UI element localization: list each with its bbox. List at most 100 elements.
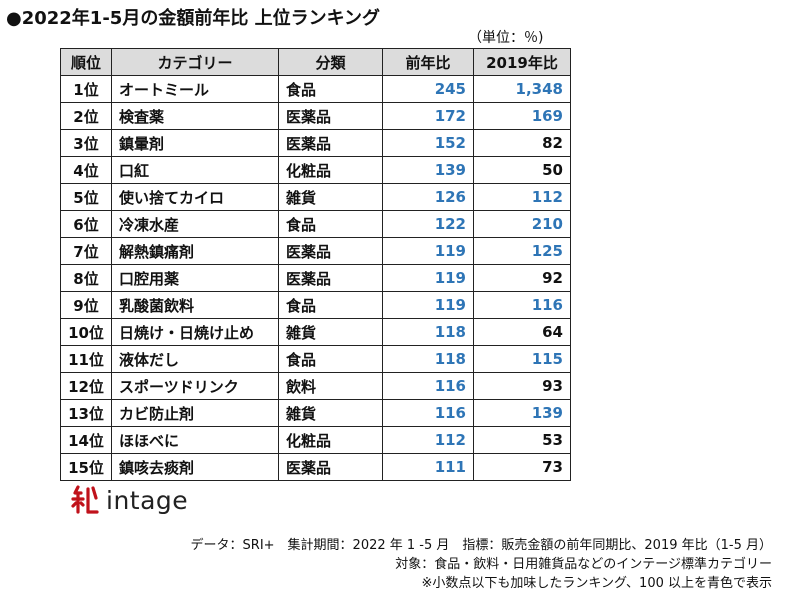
cell-category: 液体だし (111, 345, 279, 373)
cell-yoy: 119 (382, 291, 474, 319)
cell-type: 雑貨 (278, 183, 383, 211)
cell-category: 口紅 (111, 156, 279, 184)
table-row: 7位 解熱鎮痛剤 医薬品 119 125 (60, 237, 571, 265)
page-title: ●2022年1-5月の金額前年比 上位ランキング (6, 8, 381, 29)
cell-category: ほほべに (111, 426, 279, 454)
cell-category: 乳酸菌飲料 (111, 291, 279, 319)
cell-vs2019: 125 (473, 237, 571, 265)
cell-vs2019: 92 (473, 264, 571, 292)
footnote-target: 対象：食品・飲料・日用雑貨品などのインテージ標準カテゴリー (395, 557, 772, 572)
cell-rank: 1位 (60, 75, 112, 103)
cell-vs2019: 210 (473, 210, 571, 238)
table-row: 13位 カビ防止剤 雑貨 116 139 (60, 399, 571, 427)
table-header-row: 順位 カテゴリー 分類 前年比 2019年比 (60, 48, 571, 76)
table-row: 8位 口腔用薬 医薬品 119 92 (60, 264, 571, 292)
cell-vs2019: 50 (473, 156, 571, 184)
cell-rank: 12位 (60, 372, 112, 400)
cell-rank: 7位 (60, 237, 112, 265)
table-row: 14位 ほほべに 化粧品 112 53 (60, 426, 571, 454)
cell-vs2019: 115 (473, 345, 571, 373)
cell-yoy: 118 (382, 318, 474, 346)
cell-vs2019: 1,348 (473, 75, 571, 103)
table-row: 12位 スポーツドリンク 飲料 116 93 (60, 372, 571, 400)
cell-category: スポーツドリンク (111, 372, 279, 400)
cell-type: 医薬品 (278, 102, 383, 130)
table-body: 1位 オートミール 食品 245 1,348 2位 検査薬 医薬品 172 169 3位 鎮暈剤 医薬品… (60, 75, 571, 481)
cell-type: 雑貨 (278, 399, 383, 427)
cell-rank: 6位 (60, 210, 112, 238)
cell-type: 飲料 (278, 372, 383, 400)
cell-vs2019: 82 (473, 129, 571, 157)
cell-rank: 15位 (60, 453, 112, 481)
cell-rank: 14位 (60, 426, 112, 454)
unit-label: （単位：％) (468, 30, 544, 46)
cell-category: 解熱鎮痛剤 (111, 237, 279, 265)
header-yoy: 前年比 (382, 48, 474, 76)
footnote-source: データ：SRI+ 集計期間：2022 年 1 -5 月 指標：販売金額の前年同期… (190, 538, 772, 553)
cell-yoy: 172 (382, 102, 474, 130)
table-row: 11位 液体だし 食品 118 115 (60, 345, 571, 373)
table-row: 2位 検査薬 医薬品 172 169 (60, 102, 571, 130)
table-row: 9位 乳酸菌飲料 食品 119 116 (60, 291, 571, 319)
cell-rank: 13位 (60, 399, 112, 427)
footnote-remark: ※小数点以下も加味したランキング、100 以上を青色で表示 (421, 576, 772, 591)
cell-category: 冷凍水産 (111, 210, 279, 238)
cell-vs2019: 53 (473, 426, 571, 454)
table-row: 15位 鎮咳去痰剤 医薬品 111 73 (60, 453, 571, 481)
cell-rank: 5位 (60, 183, 112, 211)
cell-yoy: 112 (382, 426, 474, 454)
cell-type: 化粧品 (278, 156, 383, 184)
cell-category: 鎮暈剤 (111, 129, 279, 157)
cell-yoy: 118 (382, 345, 474, 373)
cell-type: 医薬品 (278, 264, 383, 292)
cell-category: 日焼け・日焼け止め (111, 318, 279, 346)
table-row: 5位 使い捨てカイロ 雑貨 126 112 (60, 183, 571, 211)
cell-yoy: 119 (382, 237, 474, 265)
table-row: 1位 オートミール 食品 245 1,348 (60, 75, 571, 103)
cell-yoy: 119 (382, 264, 474, 292)
cell-yoy: 126 (382, 183, 474, 211)
cell-category: 口腔用薬 (111, 264, 279, 292)
cell-yoy: 139 (382, 156, 474, 184)
cell-category: カビ防止剤 (111, 399, 279, 427)
header-rank: 順位 (60, 48, 112, 76)
cell-yoy: 245 (382, 75, 474, 103)
intage-logo: intage (70, 484, 188, 516)
cell-yoy: 122 (382, 210, 474, 238)
table-row: 6位 冷凍水産 食品 122 210 (60, 210, 571, 238)
logo-text: intage (106, 485, 189, 515)
cell-type: 食品 (278, 345, 383, 373)
cell-rank: 9位 (60, 291, 112, 319)
cell-rank: 8位 (60, 264, 112, 292)
cell-type: 雑貨 (278, 318, 383, 346)
cell-rank: 3位 (60, 129, 112, 157)
cell-category: 検査薬 (111, 102, 279, 130)
header-type: 分類 (278, 48, 383, 76)
cell-vs2019: 112 (473, 183, 571, 211)
table-row: 4位 口紅 化粧品 139 50 (60, 156, 571, 184)
cell-yoy: 152 (382, 129, 474, 157)
cell-rank: 2位 (60, 102, 112, 130)
table-row: 3位 鎮暈剤 医薬品 152 82 (60, 129, 571, 157)
cell-type: 食品 (278, 210, 383, 238)
cell-vs2019: 73 (473, 453, 571, 481)
cell-type: 医薬品 (278, 129, 383, 157)
intage-logo-icon (71, 485, 99, 514)
cell-type: 医薬品 (278, 453, 383, 481)
ranking-table: 順位 カテゴリー 分類 前年比 2019年比 1位 オートミール 食品 245 1,34… (60, 48, 571, 481)
cell-vs2019: 64 (473, 318, 571, 346)
table-row: 10位 日焼け・日焼け止め 雑貨 118 64 (60, 318, 571, 346)
cell-yoy: 111 (382, 453, 474, 481)
cell-yoy: 116 (382, 399, 474, 427)
cell-rank: 10位 (60, 318, 112, 346)
cell-category: 使い捨てカイロ (111, 183, 279, 211)
cell-vs2019: 93 (473, 372, 571, 400)
cell-category: 鎮咳去痰剤 (111, 453, 279, 481)
cell-rank: 4位 (60, 156, 112, 184)
cell-type: 医薬品 (278, 237, 383, 265)
cell-rank: 11位 (60, 345, 112, 373)
cell-vs2019: 169 (473, 102, 571, 130)
cell-yoy: 116 (382, 372, 474, 400)
cell-category: オートミール (111, 75, 279, 103)
cell-type: 食品 (278, 291, 383, 319)
